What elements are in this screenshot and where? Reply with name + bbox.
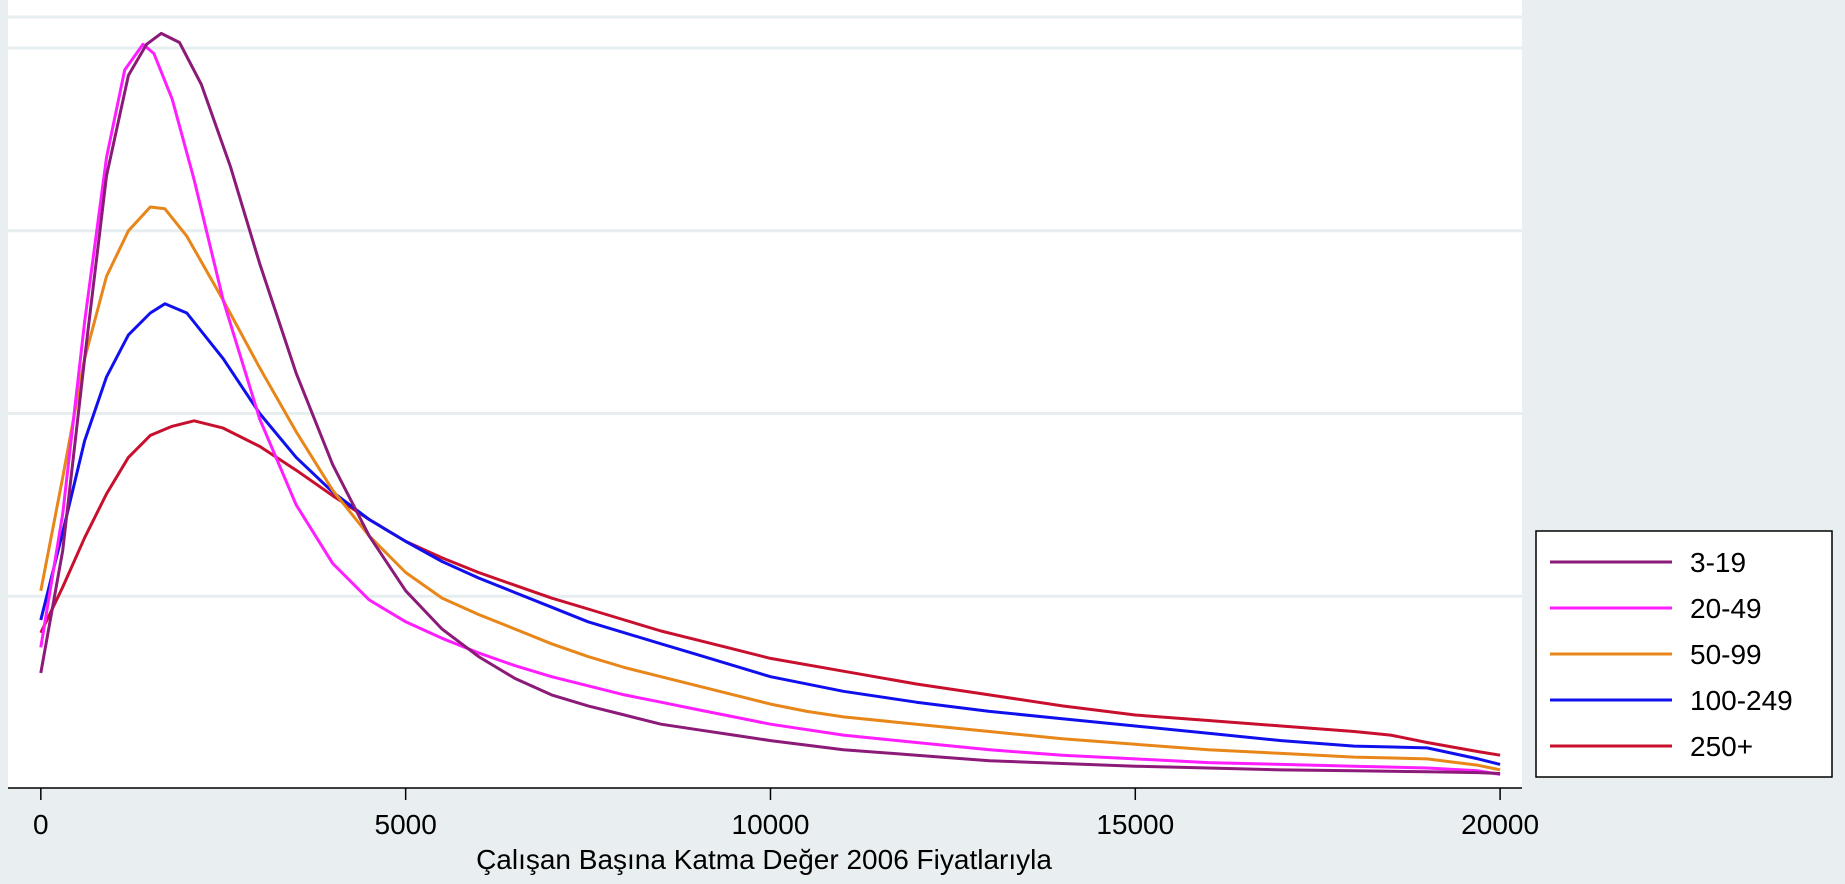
legend-label: 20-49 [1690, 593, 1762, 624]
x-tick-label: 5000 [375, 809, 437, 840]
series-line-50-99 [39, 205, 1501, 772]
series-line-250+ [39, 419, 1501, 757]
series-line-20-49 [39, 42, 1501, 776]
legend: 3-19 20-49 50-99 100-249 250+ [1535, 530, 1833, 778]
series-line-100-249 [39, 302, 1501, 766]
x-ticks: 0 5000 10000 15000 20000 [33, 788, 1539, 840]
x-axis-title: Çalışan Başına Katma Değer 2006 Fiyatlar… [476, 844, 1052, 875]
x-tick-label: 20000 [1461, 809, 1539, 840]
legend-label: 100-249 [1690, 685, 1793, 716]
plot-area [8, 0, 1522, 788]
legend-label: 3-19 [1690, 547, 1746, 578]
x-tick-label: 10000 [732, 809, 810, 840]
legend-label: 250+ [1690, 731, 1753, 762]
legend-label: 50-99 [1690, 639, 1762, 670]
x-tick-label: 15000 [1096, 809, 1174, 840]
x-tick-label: 0 [33, 809, 49, 840]
series-lines [39, 31, 1501, 776]
series-line-3-19 [39, 31, 1501, 775]
